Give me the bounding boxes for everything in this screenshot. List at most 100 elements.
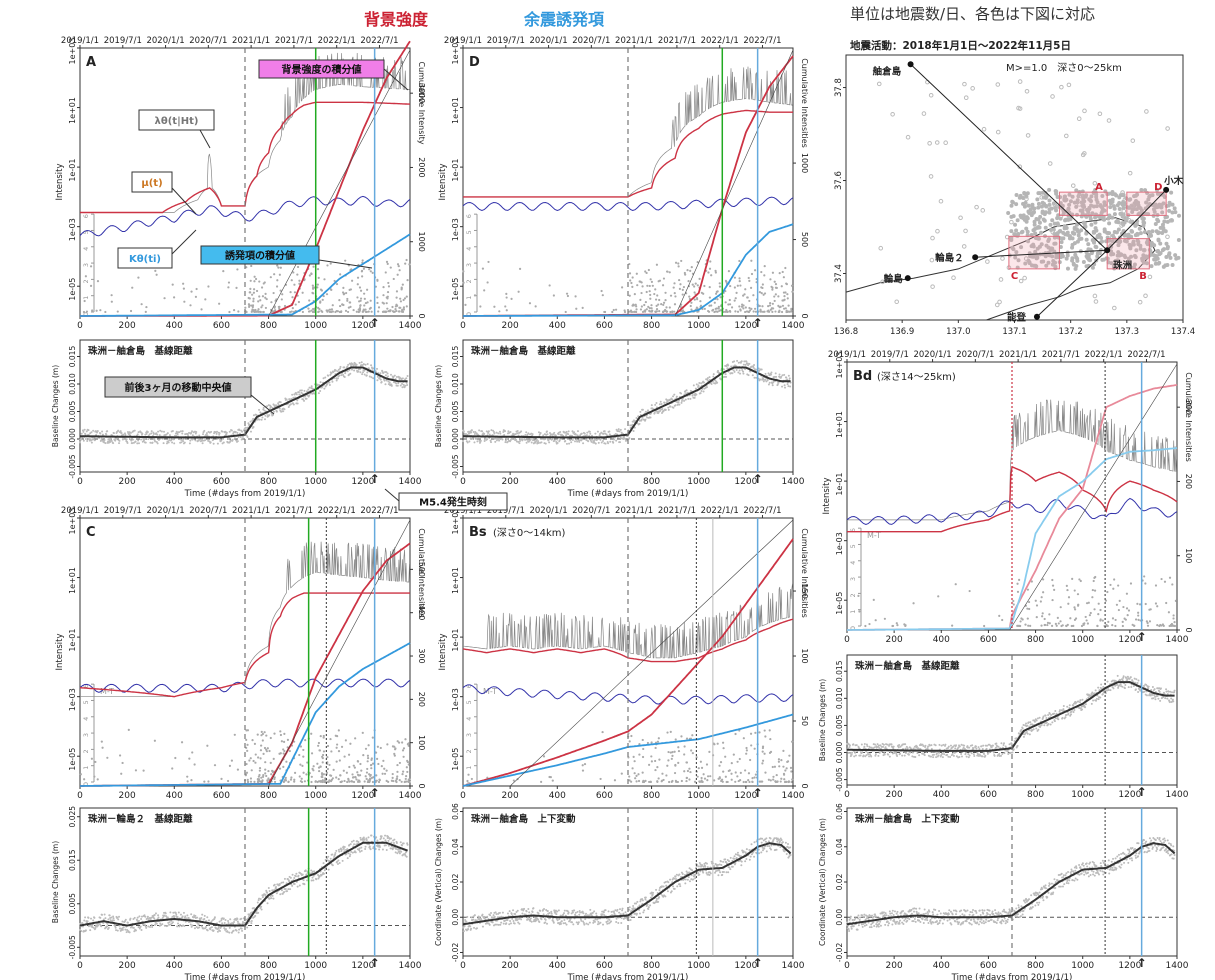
panel-bd-mt-point	[1121, 620, 1124, 623]
panel-d-mt-point	[640, 291, 643, 295]
panel-a2-point	[181, 432, 184, 435]
panel-c-cumtick-label: 400	[417, 605, 426, 620]
panel-d-mt-point	[748, 279, 751, 282]
panel-c-mt-point	[370, 763, 373, 767]
panel-c2-xtick-label: 200	[119, 961, 136, 971]
panel-d2-point	[515, 438, 518, 441]
panel-a-mt-point	[244, 306, 247, 309]
panel-c2-point	[176, 915, 179, 918]
panel-bd-mt-point	[1160, 577, 1163, 581]
panel-a-mt-point	[258, 280, 261, 283]
panel-c2-point	[250, 922, 253, 925]
panel-d2-point	[753, 376, 756, 379]
panel-a2-point	[93, 439, 96, 442]
panel-a-mt-point	[290, 279, 293, 282]
panel-bs-date-label: 2020/1/1	[529, 506, 567, 516]
panel-c2-point	[384, 839, 387, 842]
panel-bs-mt-point	[699, 760, 702, 763]
panel-a-mt-point	[251, 308, 254, 311]
panel-d-mt-point	[715, 292, 718, 295]
panel-a2-point	[144, 441, 147, 444]
panel-d2-point	[586, 431, 589, 434]
panel-bs2-point	[595, 912, 598, 915]
panel-d-mt-point	[786, 293, 789, 296]
panel-bs-mt-point	[696, 775, 699, 778]
panel-d2-point	[669, 405, 672, 408]
panel-a-xtick-label: 0	[77, 321, 83, 331]
panel-c-mt-point	[335, 776, 338, 779]
panel-c2-point	[398, 852, 401, 855]
panel-d2-point	[620, 431, 623, 434]
panel-bd-mt-point	[1069, 617, 1072, 620]
panel-a-mt-point	[333, 279, 336, 283]
panel-c-mt-point	[408, 778, 411, 781]
panel-d-mt-point	[773, 295, 776, 298]
panel-bs2-point	[483, 915, 486, 918]
panel-bd-mt-point	[1084, 615, 1087, 619]
panel-c2-point	[380, 835, 383, 838]
panel-c2-point	[385, 848, 388, 851]
panel-c-mt-point	[328, 779, 331, 782]
panel-c2-point	[360, 849, 363, 852]
panel-c-ytick-label: 1e+03	[68, 508, 77, 535]
panel-bs2-point	[492, 914, 495, 917]
panel-bd-sublabel: (深さ14～25km)	[877, 371, 956, 383]
panel-a-mt-point	[250, 264, 253, 268]
panel-bs-mt-point	[581, 764, 584, 767]
panel-c-xtick-label: 200	[119, 791, 136, 801]
panel-bs-mt-point	[772, 775, 775, 778]
panel-a2-point	[84, 433, 87, 436]
panel-c2-point	[219, 926, 222, 929]
panel-c-mt-point	[383, 772, 387, 775]
panel-d2-point	[582, 442, 585, 445]
panel-c2-point	[145, 926, 148, 929]
panel-a-mt-point	[351, 279, 354, 282]
panel-d2-point	[698, 381, 701, 384]
panel-d-date-label: 2019/7/1	[487, 36, 525, 46]
panel-bd-mt-point	[1067, 596, 1071, 599]
panel-c-mt-point	[299, 763, 302, 766]
panel-a2-point	[232, 432, 235, 435]
panel-c-xtick-label: 1400	[399, 791, 422, 801]
panel-bs-mt-point	[677, 746, 680, 749]
panel-a2-point	[241, 430, 244, 433]
panel-c2-point	[351, 851, 354, 854]
panel-c-mt-point	[260, 744, 263, 747]
panel-bd-mt-point	[1134, 618, 1138, 621]
panel-a2-point	[151, 441, 154, 444]
panel-c2-point	[349, 853, 352, 856]
panel-bd-mt-point	[1026, 607, 1029, 610]
panel-bs-xtick-label: 400	[549, 791, 566, 801]
panel-c-mt-point	[261, 732, 265, 736]
panel-a2-point	[194, 432, 197, 435]
panel-c2-point	[350, 840, 353, 843]
panel-bd-mt-point	[1173, 621, 1176, 624]
panel-d-mt-point	[655, 308, 659, 311]
panel-c2-point	[384, 844, 387, 847]
panel-a-mt-point	[336, 310, 339, 313]
panel-a-mt-point	[293, 291, 297, 294]
panel-d-mt-point	[630, 281, 633, 285]
panel-a2-point	[384, 374, 387, 377]
panel-c-mt-point	[257, 756, 260, 759]
panel-d-mt-point	[743, 293, 746, 296]
panel-a2-point	[258, 418, 261, 421]
panel-a-mt-point	[396, 273, 399, 276]
panel-c-mt-point	[390, 779, 393, 782]
panel-bd-mt-point	[1066, 623, 1069, 627]
panel-c-mt-point	[279, 730, 282, 733]
panel-c2-point	[108, 914, 111, 917]
panel-bs2-point	[635, 912, 638, 915]
panel-bs2-point	[512, 909, 515, 912]
panel-d-mt-point	[708, 286, 711, 289]
panel-a2-title: 珠洲－舳倉島 基線距離	[88, 345, 193, 357]
panel-a2-point	[137, 439, 140, 442]
panel-c2-point	[312, 879, 315, 882]
panel-d-mt-tick-label: 0	[465, 312, 473, 316]
panel-a2-point	[266, 405, 269, 408]
panel-c2-point	[100, 925, 103, 928]
panel-a-mt-point	[82, 310, 86, 314]
panel-c-mt-point	[322, 750, 326, 753]
panel-c-mt-point	[354, 775, 357, 779]
panel-d2-point	[462, 440, 464, 443]
